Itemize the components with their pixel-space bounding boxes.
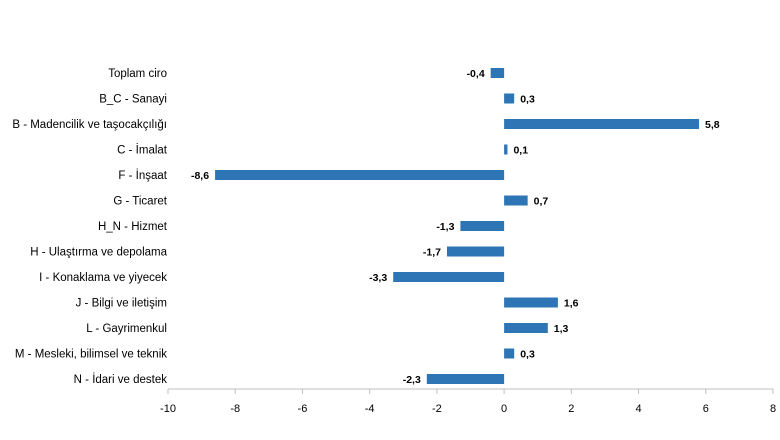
bar	[504, 93, 515, 104]
category-label: C - İmalat	[117, 144, 168, 157]
x-tick-label: 2	[568, 403, 574, 415]
x-tick-label: 6	[703, 403, 709, 415]
category-label: H - Ulaştırma ve depolama	[30, 247, 167, 259]
data-label: 1,6	[564, 298, 579, 310]
bar	[504, 297, 558, 308]
x-tick-label: 8	[770, 403, 776, 415]
data-label: -2,3	[403, 374, 421, 386]
x-tick-label: 0	[501, 403, 507, 415]
category-label: I - Konaklama ve yiyecek	[39, 272, 167, 284]
data-label: -8,6	[191, 170, 209, 182]
category-label: Toplam ciro	[108, 68, 167, 80]
category-labels-group: Toplam ciro B_C - Sanayi B - Madencilik ve…	[12, 68, 167, 386]
x-axis: -10 -8 -6 -4 -2 0 2 4 6 8	[160, 388, 776, 415]
data-label: 0,3	[520, 349, 535, 361]
x-tick-label: -6	[298, 403, 308, 415]
data-label: 1,3	[554, 323, 569, 335]
category-label: G - Ticaret	[113, 196, 167, 208]
data-label: 0,3	[520, 94, 535, 106]
category-label: N - İdari ve destek	[74, 373, 168, 386]
data-label: 5,8	[705, 119, 720, 131]
bar	[393, 272, 505, 282]
data-label: -0,4	[467, 68, 485, 80]
data-label: 0,7	[534, 196, 549, 208]
x-tick-label: -2	[432, 403, 442, 415]
bar	[504, 119, 700, 129]
value-labels-group: -0,4 0,3 5,8 0,1 -8,6 0,7 -1,3 -1,7 -3,3 1,6 1,3 0,…	[191, 68, 720, 386]
bar	[215, 170, 505, 180]
bar	[426, 374, 505, 384]
category-label: H_N - Hizmet	[98, 221, 168, 233]
category-label: M - Mesleki, bilimsel ve teknik	[15, 349, 167, 361]
category-label: B_C - Sanayi	[99, 94, 167, 106]
category-label: J - Bilgi ve iletişim	[76, 298, 167, 310]
bar	[504, 144, 508, 155]
bar	[490, 68, 505, 78]
x-tick-label: -8	[230, 403, 240, 415]
bars-group	[215, 68, 700, 384]
category-label: F - İnşaat	[118, 169, 167, 182]
category-label: L - Gayrimenkul	[86, 323, 167, 335]
bar	[446, 246, 505, 257]
x-tick-label: 4	[635, 403, 641, 415]
data-label: -1,7	[423, 247, 441, 259]
data-label: 0,1	[513, 145, 528, 157]
x-tick-label: -4	[365, 403, 375, 415]
bar	[504, 348, 515, 359]
data-label: -3,3	[369, 272, 387, 284]
bar	[504, 195, 528, 206]
category-label: B - Madencilik ve taşocakçılığı	[12, 119, 167, 131]
bar	[460, 221, 505, 231]
data-label: -1,3	[436, 221, 454, 233]
x-tick-label: -10	[160, 403, 176, 415]
bar	[504, 323, 548, 333]
